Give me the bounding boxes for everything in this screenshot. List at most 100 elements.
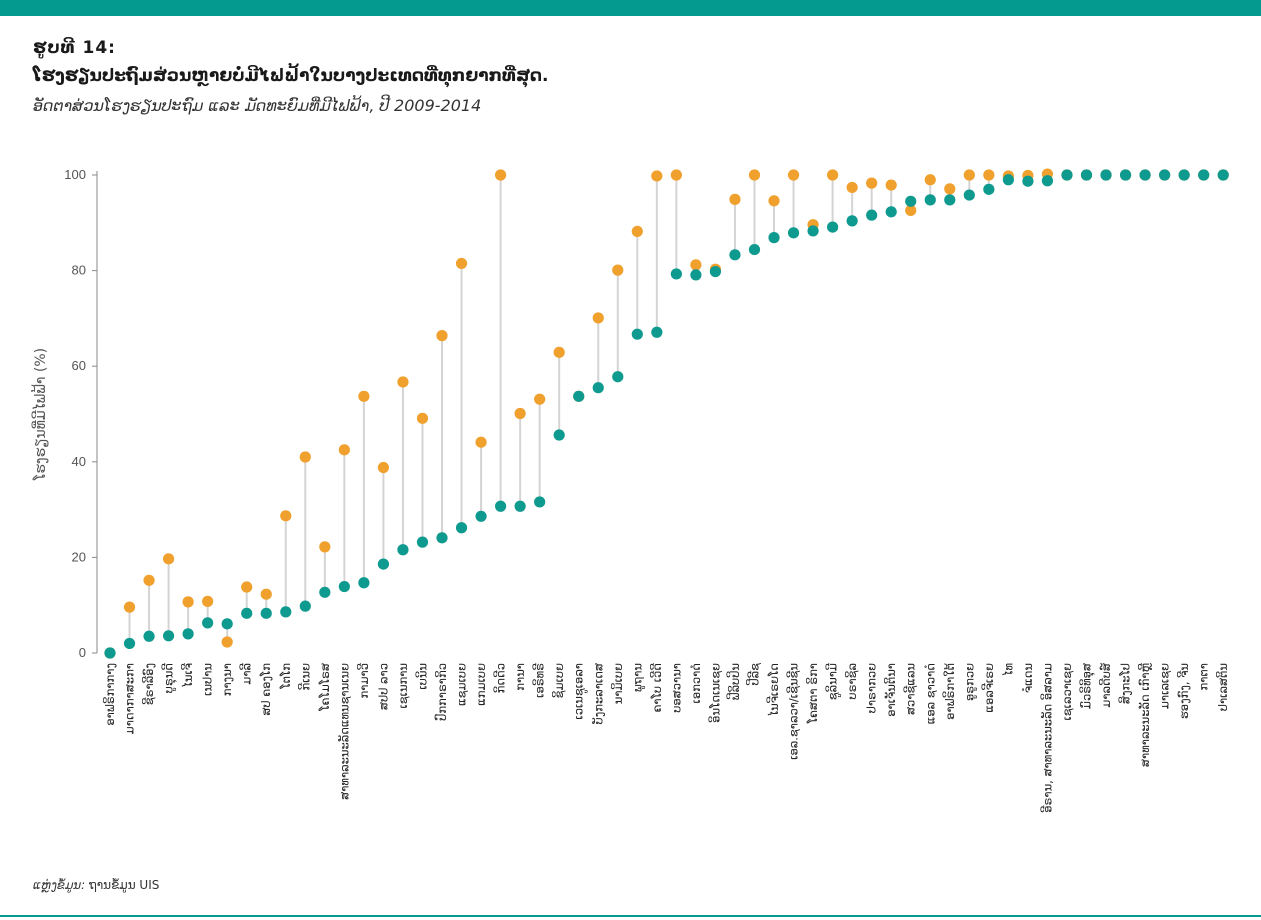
- point-orange: [983, 169, 995, 181]
- category-label: ມາລດີບສ໌: [1098, 662, 1113, 708]
- category-label: ຮອງກົງ, ຈີນ: [1176, 663, 1191, 719]
- point-teal: [1178, 169, 1190, 181]
- category-label: ເອກວາດໍ: [689, 663, 703, 703]
- category-label: ເວເນຊູເອລາ: [572, 663, 588, 720]
- point-orange: [553, 346, 565, 358]
- category-label: ບັງກະລາເດສ: [591, 663, 605, 724]
- point-teal: [1100, 169, 1112, 181]
- point-teal: [123, 637, 136, 650]
- category-label: ສິງກະໂປ: [1117, 663, 1132, 704]
- point-teal: [475, 510, 487, 522]
- point-teal: [670, 268, 682, 280]
- point-teal: [944, 194, 956, 206]
- point-teal: [1119, 169, 1132, 181]
- category-label: ສາທາລະນະລັດ ເກົາຫຼີ: [1137, 662, 1152, 767]
- point-teal: [768, 232, 780, 244]
- category-label: ເບນິນ: [414, 663, 429, 690]
- point-orange: [768, 195, 780, 207]
- y-axis-label: ໂຮງຮຽນທີ່ມີໄຟຟ້າ (%): [30, 348, 49, 481]
- point-teal: [397, 544, 409, 556]
- point-teal: [748, 243, 761, 256]
- point-teal: [416, 536, 429, 548]
- chart-title: ໂຮງຮຽນປະຖົມສ່ວນຫຼາຍບໍ່ມີໄຟຟ້າໃນບາງປະເທດທ…: [33, 66, 549, 86]
- category-label: ສວາຊີແລນ: [903, 663, 918, 715]
- category-label: ໂຕໂກ: [279, 663, 293, 690]
- point-teal: [202, 617, 214, 629]
- category-label: ກີເນຍ: [297, 663, 312, 691]
- point-orange: [787, 169, 800, 181]
- category-label: ນາມິເບຍ: [610, 663, 625, 704]
- point-teal: [514, 500, 526, 512]
- point-teal: [241, 607, 253, 619]
- category-label: ໄນຈີເຣຍໂດ: [766, 663, 781, 717]
- point-teal: [885, 206, 897, 218]
- category-label: ບຣາຊິລ: [844, 663, 859, 700]
- y-tick-label: 0: [79, 645, 86, 660]
- point-orange: [455, 257, 468, 270]
- point-teal: [1041, 175, 1054, 187]
- category-label: ອາຟຣິກາກາງ: [102, 663, 117, 726]
- category-label: ແອລ ຊາວາດໍ: [923, 663, 937, 724]
- point-orange: [827, 169, 839, 181]
- point-teal: [729, 249, 741, 261]
- point-teal: [1080, 169, 1093, 181]
- category-label: ສປ ຄອງໂກ: [259, 663, 273, 716]
- category-label: ແອລຈີເຣຍ: [981, 663, 996, 713]
- point-teal: [280, 606, 292, 618]
- point-teal: [1159, 169, 1171, 181]
- source-note: ແຫຼ່ງຂໍ້ມູນ: ຖານຂໍ້ມູນ UIS: [33, 878, 159, 892]
- point-orange: [202, 595, 214, 607]
- category-label: ເນປານ: [201, 663, 215, 696]
- category-label: ຄາໂບ ເວີດີ: [649, 663, 664, 713]
- y-tick-label: 60: [72, 358, 86, 373]
- y-tick-label: 40: [72, 454, 86, 469]
- point-orange: [495, 169, 507, 181]
- point-teal: [377, 558, 390, 570]
- category-label: ກາງນາ: [220, 663, 234, 696]
- category-label: ອິນໂດເນເຊຍ: [707, 663, 722, 723]
- point-orange: [651, 170, 663, 182]
- category-label: ມາລີ: [239, 663, 254, 685]
- figure-label: ຮູບທີ 14:: [33, 38, 116, 58]
- point-teal: [358, 577, 370, 589]
- point-orange: [280, 510, 292, 522]
- point-teal: [260, 607, 272, 619]
- point-orange: [182, 596, 194, 608]
- point-teal: [534, 496, 546, 508]
- point-orange: [905, 204, 917, 216]
- point-teal: [709, 265, 722, 278]
- point-teal: [1002, 174, 1014, 186]
- point-teal: [963, 189, 975, 201]
- point-teal: [143, 630, 155, 642]
- point-orange: [670, 169, 682, 181]
- category-label: ການາ: [513, 663, 527, 691]
- point-orange: [221, 636, 233, 648]
- category-label: ບອສວານາ: [669, 663, 683, 713]
- category-label: ສາທາລະນະລັດແທນຊານເນຍ: [337, 663, 351, 800]
- point-orange: [241, 581, 253, 593]
- top-accent-bar: [0, 0, 1261, 16]
- category-label: ອາຟຣິກາໃຕ້: [942, 663, 957, 720]
- point-teal: [455, 522, 468, 534]
- point-teal: [573, 390, 585, 402]
- point-orange: [260, 588, 272, 600]
- category-label: ຊີຣາລີອົງ: [141, 663, 156, 705]
- category-label: ປົກກາຣາກິວ: [434, 663, 449, 721]
- category-label: ກາຕາ: [1197, 663, 1211, 691]
- point-orange: [143, 574, 155, 586]
- point-orange: [963, 169, 975, 181]
- category-label: ໂຄໂມໂຣສ: [318, 663, 332, 712]
- point-orange: [866, 177, 878, 189]
- point-orange: [397, 376, 409, 388]
- point-orange: [534, 393, 546, 405]
- category-label: ມາດາກາສະກາ: [123, 663, 137, 734]
- point-orange: [514, 407, 526, 420]
- category-label: ປີລີຊ: [745, 663, 761, 686]
- category-label: ອູຣູກວຍ: [962, 663, 977, 701]
- point-teal: [787, 227, 800, 239]
- point-teal: [182, 628, 194, 640]
- point-orange: [436, 330, 448, 342]
- y-tick-label: 100: [64, 167, 86, 182]
- y-tick-label: 20: [72, 549, 86, 564]
- point-orange: [748, 169, 761, 181]
